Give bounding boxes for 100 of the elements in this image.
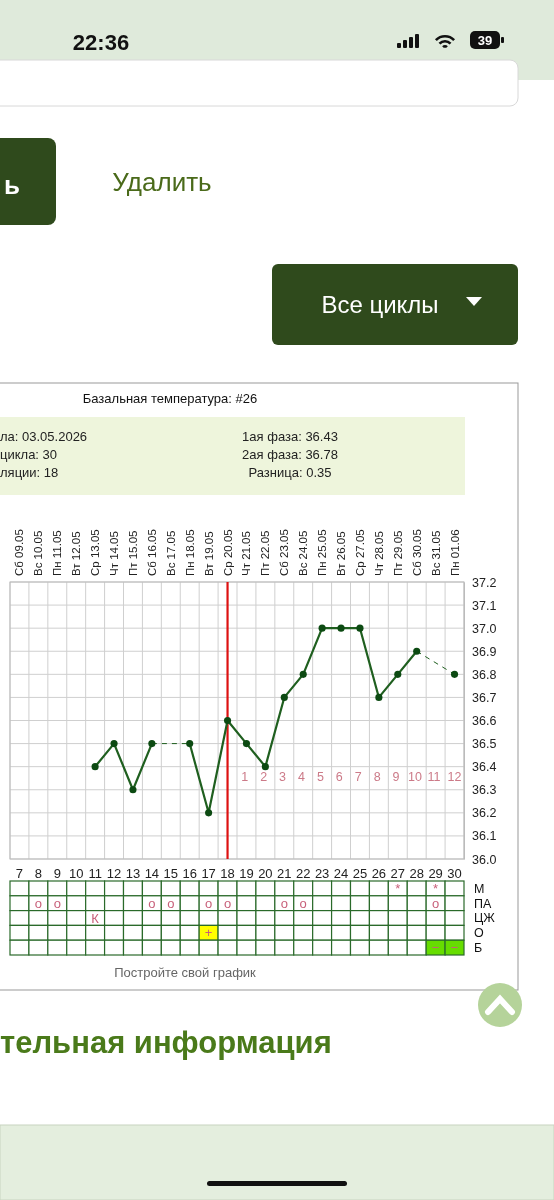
- x-tick-label: Вс 24.05: [297, 530, 310, 576]
- x-tick-label: 27: [390, 865, 406, 881]
- y-tick-label: Б: [474, 940, 483, 955]
- x-tick-label: Чт 14.05: [108, 531, 121, 576]
- text: ляции: 18: [0, 465, 59, 480]
- text: −: [450, 940, 459, 956]
- x-tick-label: Вс 31.05: [429, 530, 442, 576]
- text: o: [299, 895, 307, 911]
- x-tick-label: 29: [428, 865, 443, 881]
- point: [280, 693, 288, 701]
- x-tick-label: Сб 16.05: [145, 529, 158, 576]
- text: *: [433, 880, 439, 896]
- x-tick-label: Пт 29.05: [391, 530, 404, 576]
- text: o: [223, 895, 232, 911]
- point: [318, 624, 326, 632]
- text: 22:36: [72, 30, 130, 55]
- y-tick-label: 36.7: [472, 690, 497, 705]
- y-tick-label: М: [474, 881, 485, 896]
- y-tick-label: 36.3: [472, 783, 497, 798]
- text: цикла: 30: [0, 447, 58, 462]
- x-tick-label: 15: [163, 865, 179, 881]
- text: тельная информация: [0, 1025, 332, 1060]
- point: [337, 624, 345, 632]
- x-tick-label: Пт 22.05: [259, 530, 272, 576]
- x-tick-label: Вт 12.05: [70, 531, 83, 576]
- chart-title: Базальная температура: #26: [82, 391, 258, 406]
- text: Удалить: [112, 167, 212, 197]
- text: 1 2 3 4 5 6 7 8 9 10 11 12: [241, 770, 462, 785]
- x-tick-label: Пн 25.05: [316, 529, 329, 576]
- text: К: [91, 910, 99, 926]
- y-tick-label: ЦЖ: [474, 911, 496, 926]
- y-tick-label: 36.1: [472, 829, 497, 844]
- x-tick-label: Сб 23.05: [278, 529, 291, 576]
- text: 39: [477, 33, 493, 48]
- x-tick-label: Ср 27.05: [353, 529, 366, 576]
- text: +: [204, 925, 213, 941]
- y-tick-label: 36.4: [472, 760, 497, 775]
- point: [91, 763, 99, 771]
- text: o: [148, 895, 156, 911]
- point: [186, 740, 194, 748]
- x-tick-label: 10: [68, 865, 84, 881]
- x-tick-label: 21: [277, 865, 292, 881]
- x-tick-label: 24: [333, 865, 349, 881]
- text: 2ая фаза: 36.78: [242, 447, 338, 462]
- point: [394, 670, 402, 678]
- text: −: [431, 940, 440, 956]
- x-tick-label: 28: [409, 865, 424, 881]
- text: ла: 03.05.2026: [0, 429, 88, 444]
- point: [205, 809, 213, 817]
- text: o: [53, 895, 61, 911]
- x-tick-label: Пн 11.05: [51, 530, 64, 576]
- point: [129, 786, 137, 794]
- x-tick-label: 16: [182, 865, 197, 881]
- x-tick-label: Вс 10.05: [32, 530, 45, 576]
- text: o: [34, 895, 42, 911]
- x-tick-label: 13: [125, 865, 141, 881]
- x-tick-label: Ср 13.05: [89, 529, 102, 576]
- y-tick-label: 36.5: [472, 737, 497, 752]
- point: [375, 693, 383, 701]
- x-tick-label: 14: [144, 865, 160, 881]
- point: [299, 670, 307, 678]
- text: o: [280, 895, 288, 911]
- x-tick-label: 7: [15, 865, 24, 881]
- x-tick-label: 25: [352, 865, 368, 881]
- y-tick-label: 37.1: [472, 598, 497, 613]
- text: o: [205, 895, 213, 911]
- y-tick-label: ПА: [474, 896, 492, 911]
- y-tick-label: 36.0: [472, 852, 497, 867]
- x-tick-label: Вт 26.05: [335, 531, 348, 576]
- x-tick-label: Чт 28.05: [372, 531, 385, 576]
- text: Постройте свой график: [114, 965, 257, 980]
- x-tick-label: Сб 30.05: [410, 529, 423, 576]
- y-tick-label: 37.2: [472, 575, 497, 590]
- x-tick-label: 30: [447, 865, 462, 881]
- x-tick-label: 23: [314, 865, 330, 881]
- point: [450, 670, 459, 678]
- x-tick-label: 12: [106, 865, 122, 881]
- x-tick-label: 9: [53, 865, 61, 881]
- point: [242, 740, 251, 748]
- x-tick-label: 22: [295, 865, 311, 881]
- x-tick-label: Пн 18.05: [183, 529, 196, 576]
- x-tick-label: Пт 15.05: [126, 530, 139, 576]
- point: [413, 647, 421, 655]
- text: Разница: 0.35: [248, 465, 332, 480]
- text: ь: [4, 170, 20, 200]
- x-tick-label: 20: [258, 865, 273, 881]
- x-tick-label: 26: [371, 865, 387, 881]
- text: o: [167, 895, 175, 911]
- text: Все циклы: [321, 291, 439, 318]
- text: *: [395, 880, 401, 896]
- point: [223, 716, 232, 725]
- x-tick-label: 11: [88, 865, 102, 881]
- x-tick-label: 19: [239, 865, 254, 881]
- y-tick-label: 37.0: [472, 621, 497, 636]
- x-tick-label: Вт 19.05: [202, 531, 215, 576]
- point: [356, 624, 364, 632]
- point: [148, 740, 156, 748]
- x-tick-label: 8: [34, 865, 42, 881]
- text: o: [432, 895, 440, 911]
- x-tick-label: Чт 21.05: [240, 531, 253, 576]
